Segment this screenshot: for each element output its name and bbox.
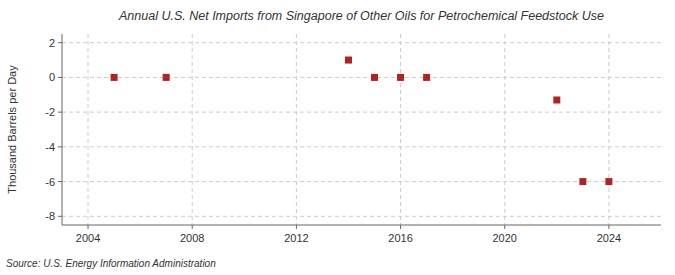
data-point xyxy=(423,74,430,81)
x-tick xyxy=(504,225,505,229)
y-tick xyxy=(58,181,62,182)
y-tick-label: -4 xyxy=(45,141,55,153)
grid-line-y xyxy=(62,181,661,182)
grid-line-y xyxy=(62,42,661,43)
grid-line-y xyxy=(62,77,661,78)
x-tick-label: 2012 xyxy=(284,232,308,244)
x-tick xyxy=(192,225,193,229)
y-tick-label: -6 xyxy=(45,176,55,188)
y-tick-label: 0 xyxy=(49,71,55,83)
data-point xyxy=(579,178,586,185)
y-tick-label: -2 xyxy=(45,106,55,118)
grid-line-x xyxy=(504,34,505,225)
grid xyxy=(62,34,661,225)
data-point xyxy=(605,178,612,185)
annotation: Source: U.S. Energy Information Administ… xyxy=(6,258,216,269)
y-ticks: -8 -6 -4 -2 0 2 xyxy=(45,37,62,223)
grid-line-x xyxy=(192,34,193,225)
chart-svg: Annual U.S. Net Imports from Singapore o… xyxy=(0,0,675,275)
data-point xyxy=(553,96,560,103)
grid-line-y xyxy=(62,216,661,217)
x-tick xyxy=(400,225,401,229)
x-tick xyxy=(608,225,609,229)
grid-line-x xyxy=(88,34,89,225)
x-tick-label: 2004 xyxy=(76,232,100,244)
grid-line-y xyxy=(62,112,661,113)
grid-line-x xyxy=(296,34,297,225)
data-point xyxy=(397,74,404,81)
grid-line-x xyxy=(400,34,401,225)
title: Annual U.S. Net Imports from Singapore o… xyxy=(118,9,604,23)
y-tick xyxy=(58,42,62,43)
chart-container: Annual U.S. Net Imports from Singapore o… xyxy=(0,0,675,275)
x-tick-label: 2020 xyxy=(492,232,516,244)
y-tick-label: -8 xyxy=(45,210,55,222)
x-tick xyxy=(88,225,89,229)
x-tick-label: 2024 xyxy=(597,232,621,244)
x-ticks: 2004 2008 2012 2016 2020 2024 xyxy=(76,225,621,244)
y-axis-label: Thousand Barrels per Day xyxy=(6,65,18,194)
x-tick xyxy=(296,225,297,229)
points xyxy=(111,57,613,186)
data-point xyxy=(371,74,378,81)
grid-line-y xyxy=(62,146,661,147)
x-axis-line xyxy=(62,225,661,226)
x-tick-label: 2008 xyxy=(180,232,204,244)
y-tick xyxy=(58,77,62,78)
y-axis-line xyxy=(62,34,63,225)
y-tick xyxy=(58,146,62,147)
data-point xyxy=(163,74,170,81)
grid-line-x xyxy=(608,34,609,225)
data-point xyxy=(345,57,352,64)
x-tick-label: 2016 xyxy=(388,232,412,244)
data-point xyxy=(111,74,118,81)
y-tick xyxy=(58,112,62,113)
y-tick xyxy=(58,216,62,217)
y-tick-label: 2 xyxy=(49,37,55,49)
